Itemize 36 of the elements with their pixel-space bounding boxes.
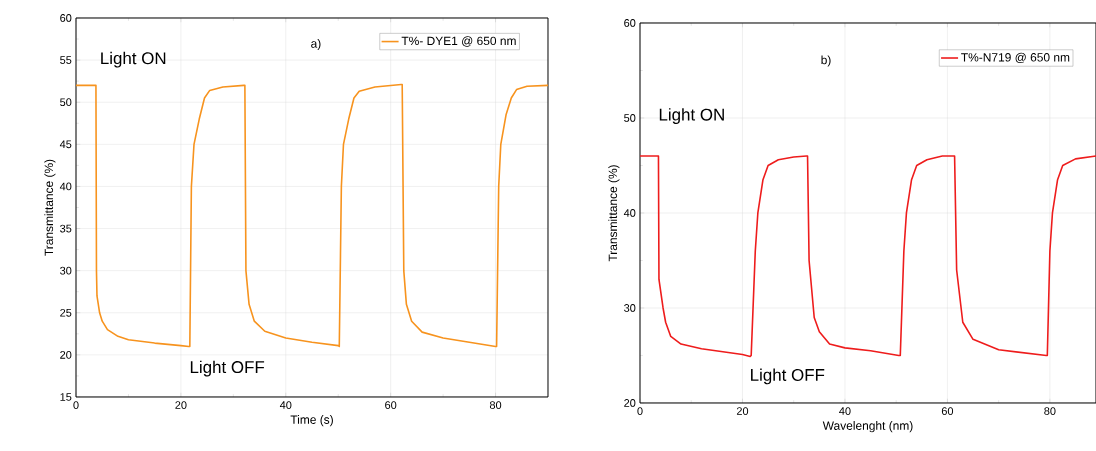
x-tick-label: 0 bbox=[637, 407, 643, 415]
annotation: Light OFF bbox=[190, 360, 265, 377]
y-tick-label: 50 bbox=[60, 98, 72, 107]
y-tick-label: 60 bbox=[624, 19, 636, 27]
x-axis-title: Wavelenght (nm) bbox=[822, 421, 913, 433]
y-tick-label: 25 bbox=[60, 308, 72, 317]
y-tick-label: 60 bbox=[60, 14, 72, 22]
annotation: b) bbox=[821, 55, 831, 67]
y-tick-label: 40 bbox=[623, 209, 636, 217]
x-tick-label: 0 bbox=[73, 401, 79, 409]
annotation: Light ON bbox=[659, 108, 724, 124]
x-tick-label: 80 bbox=[1044, 407, 1056, 415]
y-tick-label: 40 bbox=[59, 182, 72, 191]
x-tick-label: 40 bbox=[279, 401, 292, 409]
x-tick-label: 40 bbox=[839, 407, 851, 415]
x-tick-label: 60 bbox=[941, 407, 954, 415]
y-tick-label: 35 bbox=[60, 224, 72, 233]
y-tick-label: 30 bbox=[60, 266, 72, 275]
y-tick-label: 20 bbox=[60, 351, 72, 359]
annotation: Light ON bbox=[101, 51, 166, 68]
y-axis-title: Transmittance (%) bbox=[44, 159, 56, 256]
y-tick-label: 45 bbox=[59, 140, 72, 149]
x-tick-label: 20 bbox=[175, 401, 187, 409]
annotation: a) bbox=[311, 38, 321, 51]
x-tick-label: 20 bbox=[736, 407, 749, 415]
y-tick-label: 15 bbox=[60, 393, 72, 401]
annotation: Light OFF bbox=[751, 368, 825, 385]
legend-label: T%-N719 @ 650 nm bbox=[961, 52, 1070, 64]
x-tick-label: 60 bbox=[385, 401, 397, 409]
legend-label: T%- DYE1 @ 650 nm bbox=[401, 36, 516, 47]
x-axis-title: Time (s) bbox=[290, 415, 333, 427]
y-tick-label: 30 bbox=[624, 304, 636, 312]
y-axis-title: Transmittance (%) bbox=[608, 165, 620, 262]
y-tick-label: 55 bbox=[60, 56, 72, 64]
y-tick-label: 50 bbox=[624, 114, 636, 122]
x-tick-label: 80 bbox=[489, 401, 502, 409]
